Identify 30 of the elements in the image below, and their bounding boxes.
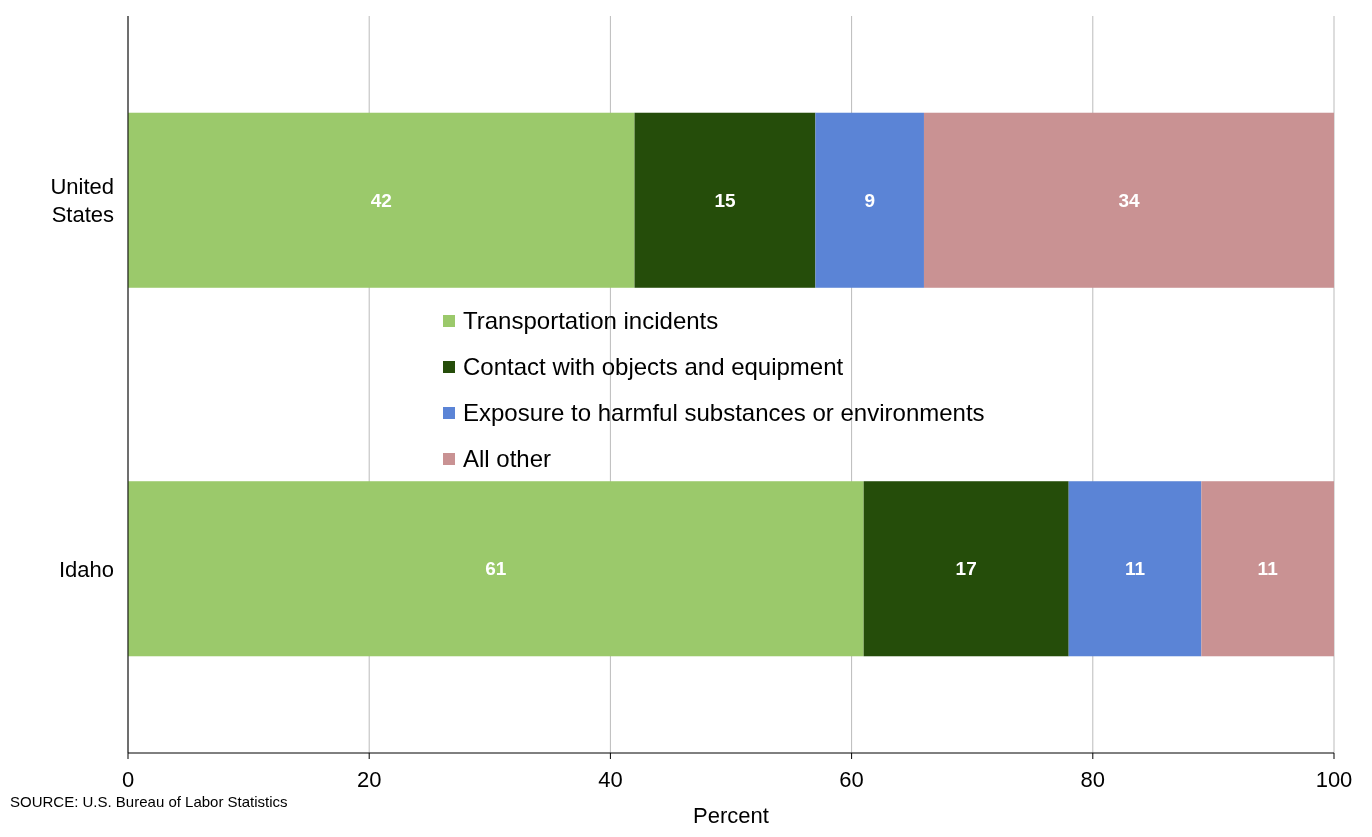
legend-label: Contact with objects and equipment — [463, 353, 844, 381]
data-label: 11 — [1257, 558, 1279, 580]
bar — [128, 112, 635, 288]
y-tick-label: United States — [50, 174, 114, 228]
legend-label: All other — [463, 445, 552, 473]
data-label: 15 — [714, 189, 736, 211]
data-label: 42 — [370, 189, 392, 211]
legend-label: Exposure to harmful substances or environments — [463, 399, 985, 427]
source-note: SOURCE: U.S. Bureau of Labor Statistics — [10, 793, 288, 810]
bar — [634, 112, 816, 288]
bar — [1068, 481, 1202, 657]
x-tick-label: 100 — [1315, 767, 1353, 792]
bar — [815, 112, 924, 288]
data-label: 34 — [1118, 189, 1140, 211]
bar — [923, 112, 1334, 288]
bar — [1201, 481, 1334, 657]
x-tick-label: 60 — [839, 767, 864, 792]
x-tick-label: 80 — [1080, 767, 1106, 792]
legend-label: Transportation incidents — [463, 307, 719, 335]
bar — [863, 481, 1069, 657]
bar — [128, 481, 864, 657]
data-label: 17 — [955, 558, 977, 580]
x-axis-title: Percent — [693, 803, 769, 828]
x-tick-label: 0 — [121, 767, 135, 792]
x-tick-label: 40 — [598, 767, 623, 792]
y-tick-label: Idaho — [58, 556, 114, 582]
data-label: 61 — [485, 558, 507, 580]
x-tick-label: 20 — [356, 767, 382, 792]
data-label: 9 — [864, 189, 875, 211]
data-label: 11 — [1124, 558, 1146, 580]
